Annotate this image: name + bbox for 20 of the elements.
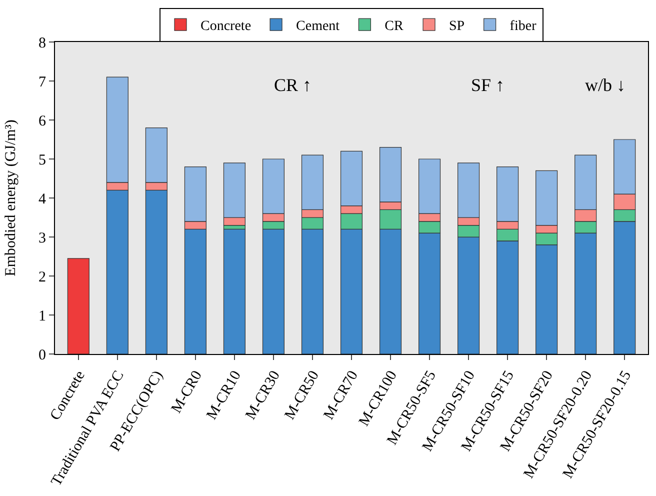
legend-label: Concrete <box>200 19 252 34</box>
y-tick-label: 1 <box>38 308 46 324</box>
y-tick-label: 2 <box>38 269 46 286</box>
annotation: SF ↑ <box>471 75 505 95</box>
bar <box>67 258 90 354</box>
y-axis-title: Embodied energy (GJ/m³) <box>3 120 19 276</box>
y-tick-label: 0 <box>38 347 46 364</box>
y-tick-label: 7 <box>38 74 46 90</box>
legend-label: Cement <box>296 19 340 34</box>
y-tick-label: 3 <box>38 230 46 246</box>
y-tick-label: 5 <box>38 152 46 168</box>
bar <box>223 228 246 354</box>
legend-label: fiber <box>510 19 537 34</box>
y-tick-label: 6 <box>38 113 46 130</box>
legend-label: SP <box>449 19 465 34</box>
annotation: w/b ↓ <box>585 75 626 95</box>
y-tick-label: 4 <box>38 191 46 208</box>
y-tick-label: 8 <box>38 35 46 52</box>
legend-label: CR <box>384 19 404 34</box>
annotation: CR ↑ <box>274 75 312 95</box>
